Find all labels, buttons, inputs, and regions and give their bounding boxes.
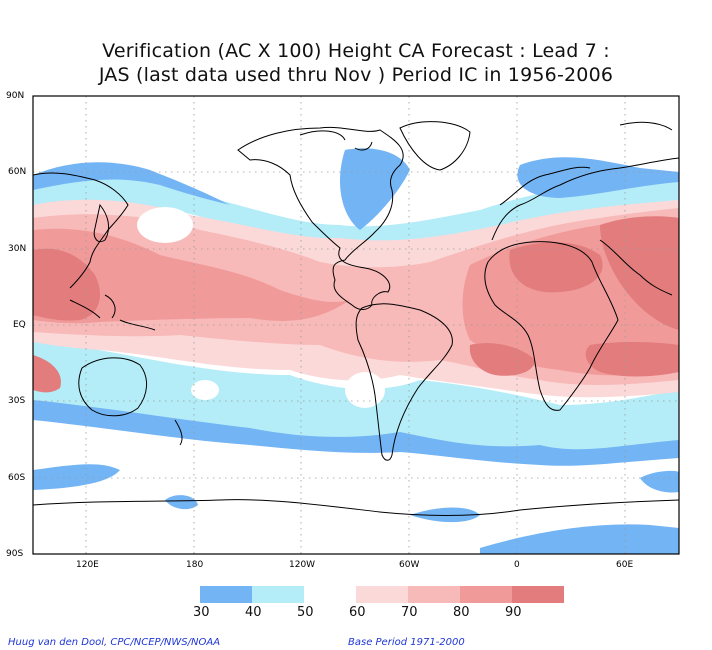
- lon-label-120w: 120W: [289, 560, 316, 570]
- band-northern-blue-1: [33, 162, 230, 205]
- colorbar-swatch-50: [304, 586, 356, 603]
- band-south-indian-red: [585, 341, 679, 377]
- hole-north-pacific: [137, 207, 193, 243]
- colorbar-swatch-90: [512, 586, 564, 603]
- colorbar-label-80: 80: [453, 605, 470, 620]
- colorbar-label-60: 60: [349, 605, 366, 620]
- lon-label-0: 0: [514, 560, 520, 570]
- lat-label-30n: 30N: [8, 244, 27, 254]
- coastlines: [33, 121, 679, 516]
- hole-south-pacific: [191, 380, 219, 400]
- lon-label-60e: 60E: [616, 560, 634, 570]
- band-south-atlantic-red: [469, 343, 535, 376]
- credit-author: Huug van den Dool, CPC/NCEP/NWS/NOAA: [8, 637, 221, 648]
- lon-label-120e: 120E: [76, 560, 99, 570]
- band-northern-blue-2: [340, 148, 410, 230]
- title-line-2: JAS (last data used thru Nov ) Period IC…: [98, 64, 614, 86]
- colorbar-label-50: 50: [297, 605, 314, 620]
- lat-label-90n: 90N: [6, 91, 25, 101]
- colorbar-label-30: 30: [193, 605, 210, 620]
- band-southern-blue: [33, 400, 679, 466]
- band-northern-blue-3: [517, 157, 679, 198]
- map-frame: [32, 95, 680, 555]
- lat-label-90s: 90S: [6, 549, 24, 559]
- title-line-1: Verification (AC X 100) Height CA Foreca…: [102, 40, 610, 62]
- band-tropical-rose: [33, 228, 350, 324]
- colorbar-swatch-40: [252, 586, 304, 603]
- colorbar-swatch-60: [356, 586, 408, 603]
- colorbar-swatch-80: [460, 586, 512, 603]
- map-plot-area: [33, 96, 679, 554]
- blob-southern-ocean-1: [33, 464, 120, 490]
- blob-antarctic-1: [410, 507, 480, 523]
- lon-label-60w: 60W: [399, 560, 420, 570]
- colorbar-label-40: 40: [245, 605, 262, 620]
- band-arabia-red: [600, 216, 679, 330]
- lat-label-eq: EQ: [13, 320, 26, 330]
- band-indian-red: [33, 355, 61, 393]
- lon-label-180: 180: [186, 560, 204, 570]
- blob-southern-ocean-2: [165, 495, 198, 510]
- lat-label-60n: 60N: [8, 167, 27, 177]
- colorbar-swatch-30: [200, 586, 252, 603]
- band-west-pacific-red: [33, 248, 100, 321]
- lat-label-60s: 60S: [8, 473, 26, 483]
- blob-southeast: [640, 470, 679, 493]
- hole-south-atlantic: [345, 372, 385, 408]
- colorbar-label-90: 90: [505, 605, 522, 620]
- blob-antarctic-2: [480, 524, 679, 554]
- colorbar-swatch-70: [408, 586, 460, 603]
- lat-label-30s: 30S: [8, 396, 26, 406]
- colorbar-label-70: 70: [401, 605, 418, 620]
- band-sahara-red: [509, 242, 603, 293]
- graticule: [33, 96, 679, 554]
- credit-base-period: Base Period 1971-2000: [348, 637, 465, 648]
